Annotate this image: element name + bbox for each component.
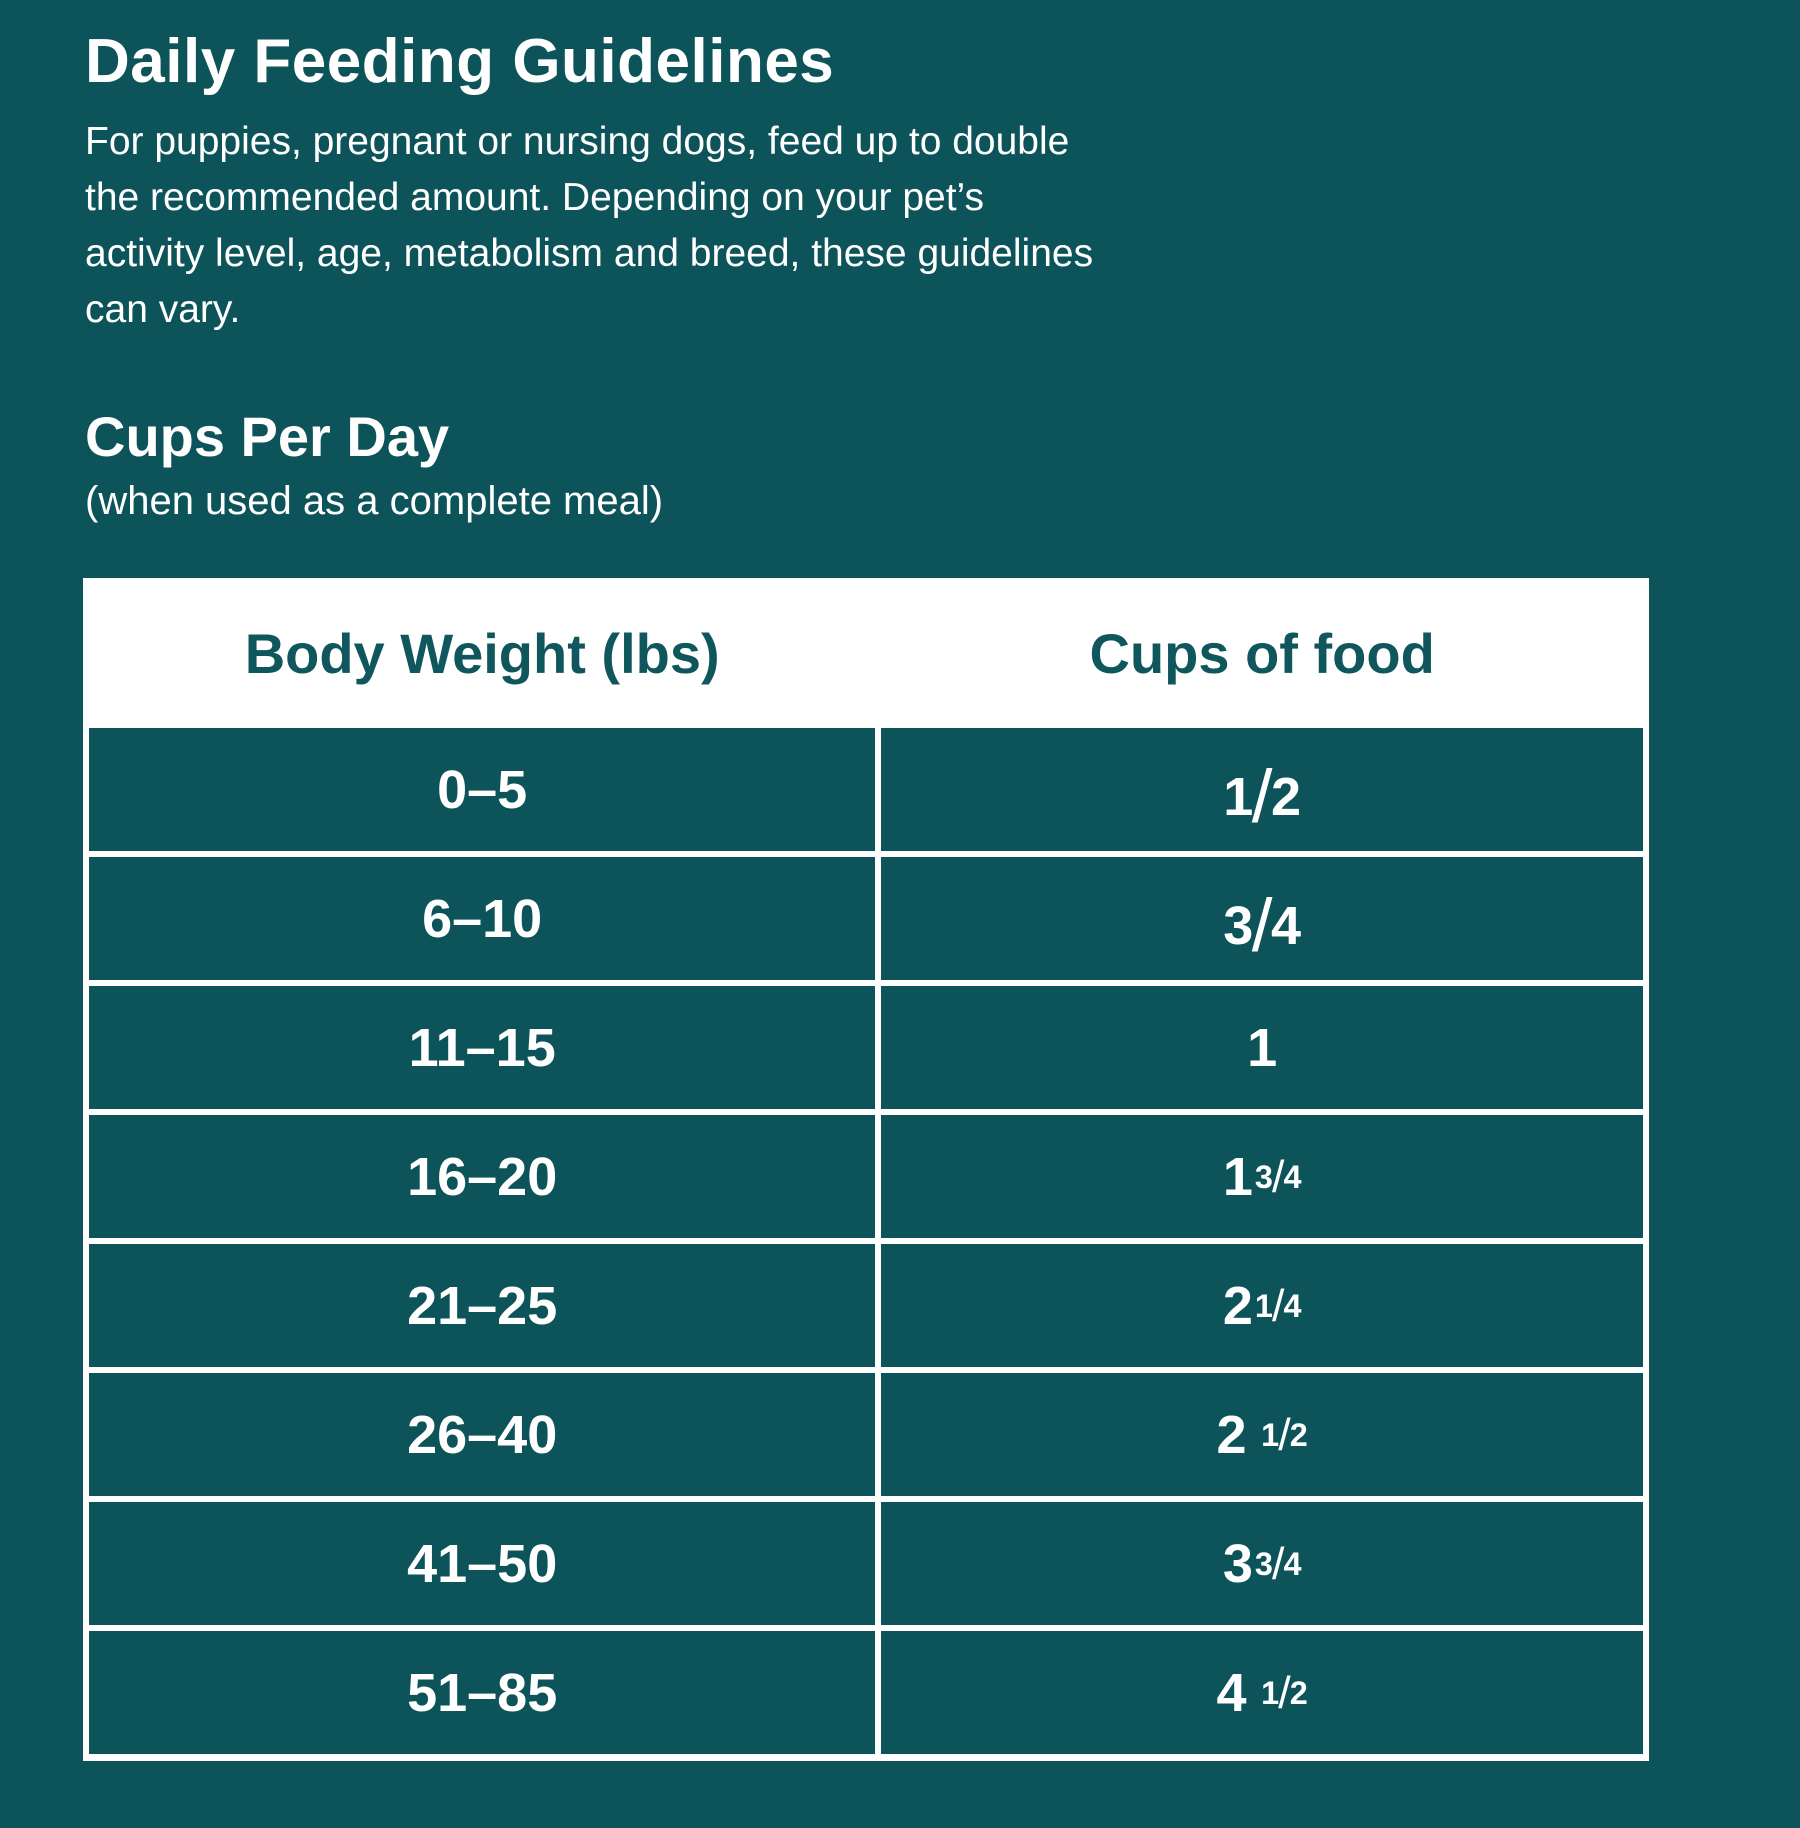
fraction: 3/4 <box>1254 1153 1302 1202</box>
numerator: 1 <box>1261 1417 1280 1454</box>
fraction-slash: / <box>1251 754 1273 838</box>
table-row: 21–25 21/4 <box>89 1244 1643 1367</box>
feeding-table: Body Weight (lbs) Cups of food 0–5 1/2 6–1… <box>83 578 1649 1761</box>
fraction-slash: / <box>1271 1282 1285 1332</box>
whole-number: 4 <box>1216 1662 1247 1723</box>
numerator: 1 <box>1223 767 1254 827</box>
cups-per-day-note: (when used as a complete meal) <box>85 479 664 523</box>
body-weight-cell: 26–40 <box>89 1373 876 1496</box>
table-row: 51–85 4 1/2 <box>89 1631 1643 1754</box>
column-header-body-weight: Body Weight (lbs) <box>244 621 720 685</box>
whole-number: 2 <box>1222 1275 1253 1336</box>
table-row: 6–10 3/4 <box>89 857 1643 980</box>
cups-of-food-cell: 2 1/2 <box>881 1373 1643 1496</box>
body-weight-cell: 0–5 <box>89 728 876 851</box>
fraction-slash: / <box>1278 1411 1291 1461</box>
cups-of-food-cell: 21/4 <box>881 1244 1643 1367</box>
whole-number: 1 <box>1222 1146 1253 1207</box>
fraction: 1/2 <box>1223 755 1302 838</box>
intro-paragraph-line: the recommended amount. Depending on you… <box>85 176 985 219</box>
feeding-table-body: 0–5 1/2 6–10 3/4 11–15 1 16–20 13/4 21–25 21/4 26–… <box>89 728 1643 1754</box>
table-row: 41–50 33/4 <box>89 1502 1643 1625</box>
fraction: 1/2 <box>1261 1411 1308 1460</box>
whole-number: 1 <box>1247 1017 1278 1078</box>
intro-paragraph: For puppies, pregnant or nursing dogs, f… <box>85 114 1740 338</box>
fraction-slash: / <box>1271 1153 1285 1203</box>
denominator: 4 <box>1283 1546 1302 1583</box>
denominator: 4 <box>1283 1159 1302 1196</box>
cups-value: 4 1/2 <box>1217 1662 1308 1724</box>
cups-value: 1 <box>1247 1017 1277 1079</box>
whole-number: 3 <box>1222 1533 1253 1594</box>
denominator: 2 <box>1289 1675 1308 1712</box>
numerator: 1 <box>1261 1675 1280 1712</box>
feeding-guidelines-page: Daily Feeding Guidelines For puppies, pr… <box>0 28 1800 526</box>
denominator: 2 <box>1289 1417 1308 1454</box>
denominator: 4 <box>1271 896 1302 956</box>
cups-value: 13/4 <box>1223 1146 1302 1208</box>
table-row: 16–20 13/4 <box>89 1115 1643 1238</box>
cups-value: 1/2 <box>1223 747 1302 838</box>
intro-paragraph-line: activity level, age, metabolism and bree… <box>85 232 1094 275</box>
cups-of-food-cell: 3/4 <box>881 857 1643 980</box>
body-weight-cell: 11–15 <box>89 986 876 1109</box>
cups-of-food-cell: 1 <box>881 986 1643 1109</box>
numerator: 3 <box>1254 1159 1273 1196</box>
fraction-slash: / <box>1271 1540 1285 1590</box>
body-weight-cell: 21–25 <box>89 1244 876 1367</box>
cups-value: 33/4 <box>1223 1533 1302 1595</box>
body-weight-cell: 51–85 <box>89 1631 876 1754</box>
numerator: 1 <box>1254 1288 1273 1325</box>
table-row: 11–15 1 <box>89 986 1643 1109</box>
body-weight-cell: 16–20 <box>89 1115 876 1238</box>
numerator: 3 <box>1254 1546 1273 1583</box>
cups-value: 21/4 <box>1223 1275 1302 1337</box>
whole-number: 2 <box>1216 1404 1247 1465</box>
cups-value: 3/4 <box>1223 876 1302 967</box>
cups-per-day-heading: Cups Per Day <box>85 405 450 468</box>
cups-of-food-cell: 33/4 <box>881 1502 1643 1625</box>
page-title: Daily Feeding Guidelines <box>85 27 835 96</box>
body-weight-cell: 41–50 <box>89 1502 876 1625</box>
denominator: 4 <box>1283 1288 1302 1325</box>
cups-of-food-cell: 1/2 <box>881 728 1643 851</box>
fraction-slash: / <box>1251 883 1273 967</box>
cups-of-food-cell: 4 1/2 <box>881 1631 1643 1754</box>
denominator: 2 <box>1271 767 1302 827</box>
table-row: 26–40 2 1/2 <box>89 1373 1643 1496</box>
fraction: 1/4 <box>1254 1282 1302 1331</box>
fraction-slash: / <box>1278 1669 1291 1719</box>
fraction: 1/2 <box>1261 1669 1308 1718</box>
column-header-cups-of-food: Cups of food <box>1089 621 1435 685</box>
cups-value: 2 1/2 <box>1217 1404 1308 1466</box>
numerator: 3 <box>1223 896 1254 956</box>
body-weight-cell: 6–10 <box>89 857 876 980</box>
table-header-row: Body Weight (lbs) Cups of food <box>89 578 1643 728</box>
cups-of-food-cell: 13/4 <box>881 1115 1643 1238</box>
table-row: 0–5 1/2 <box>89 728 1643 851</box>
fraction: 3/4 <box>1254 1540 1302 1589</box>
intro-paragraph-line: can vary. <box>85 288 241 331</box>
fraction: 3/4 <box>1223 884 1302 967</box>
intro-paragraph-line: For puppies, pregnant or nursing dogs, f… <box>85 120 1070 163</box>
